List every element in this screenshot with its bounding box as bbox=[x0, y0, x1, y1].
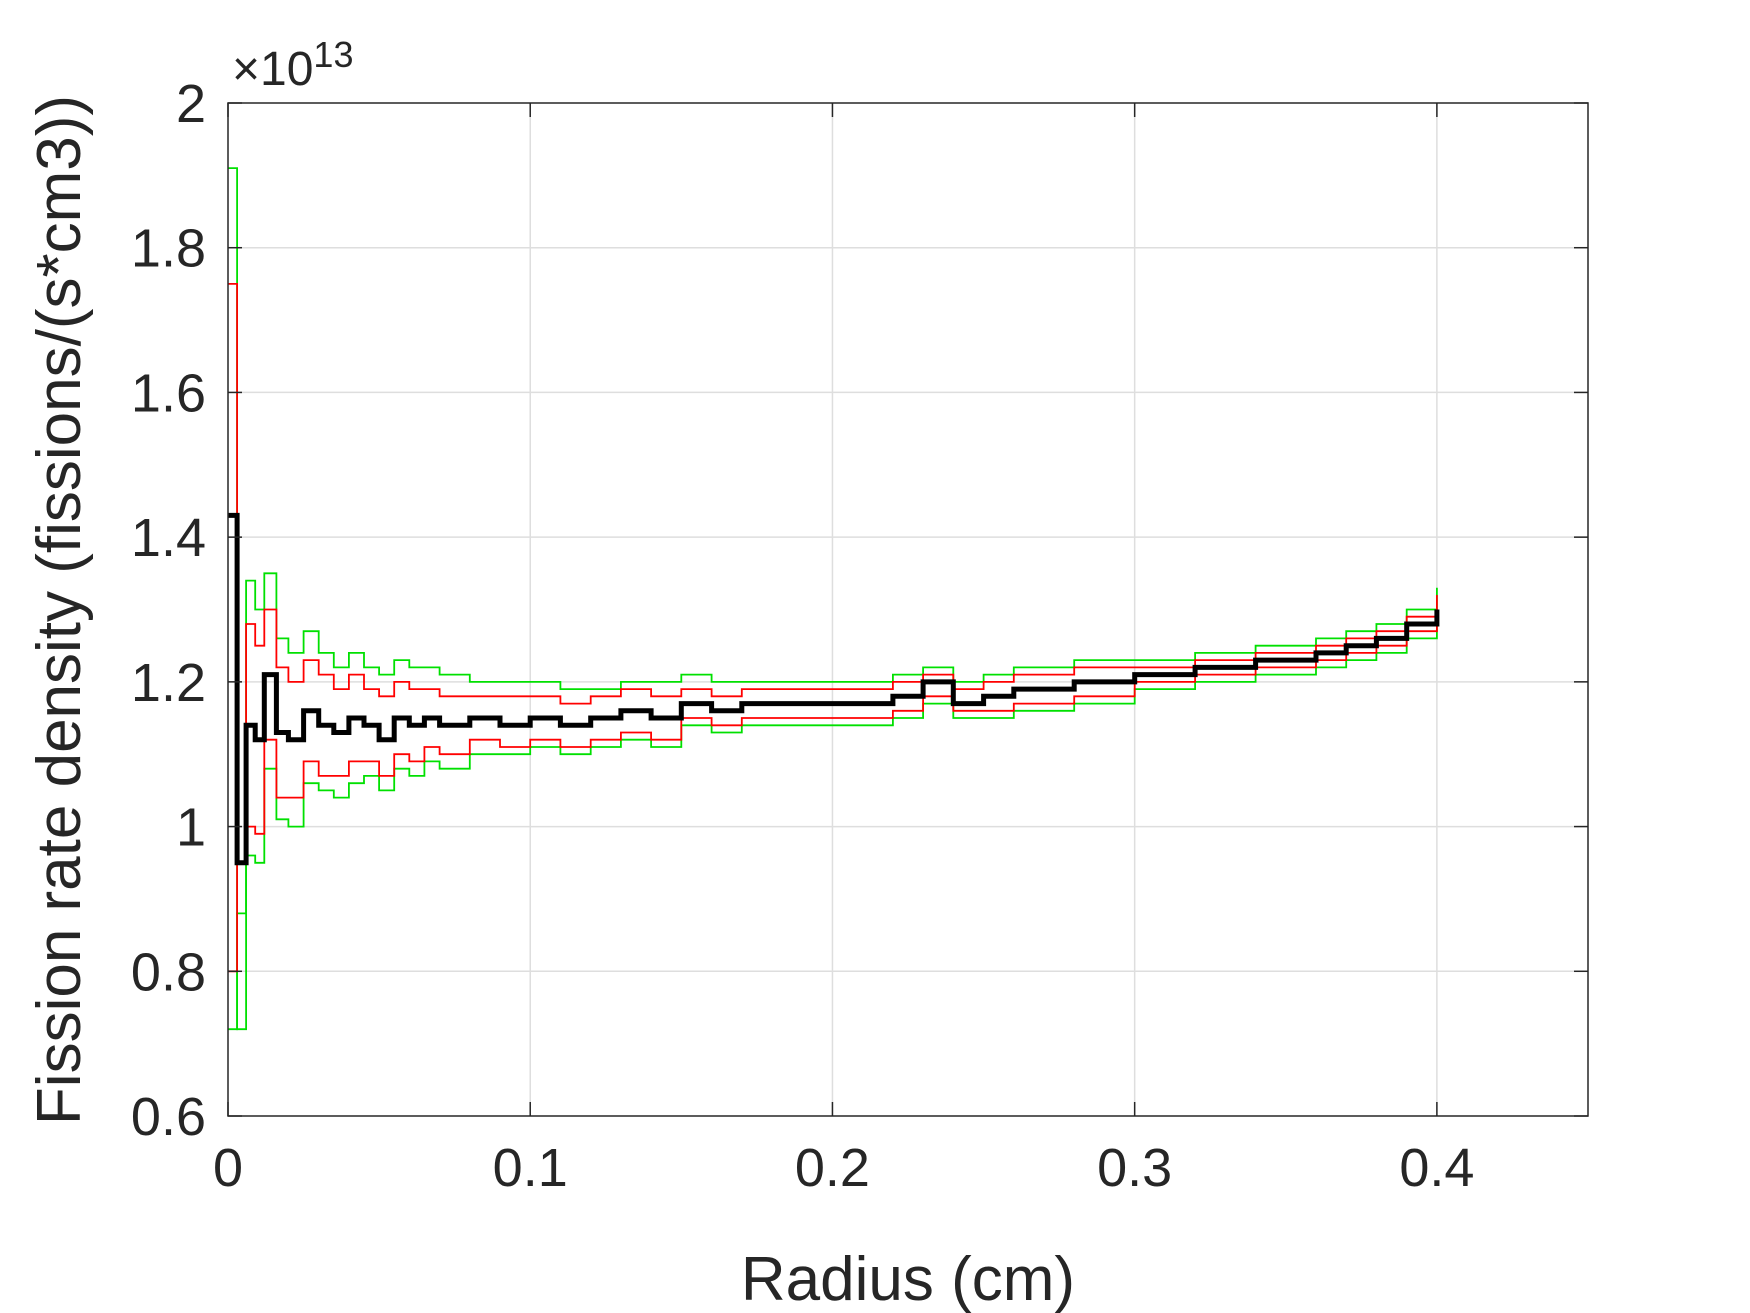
x-tick-label: 0.2 bbox=[795, 1138, 870, 1198]
tick-marks bbox=[227, 102, 1588, 1117]
y-exponent-base: ×10 bbox=[232, 43, 313, 96]
x-tick-label: 0 bbox=[213, 1138, 243, 1198]
plot-frame bbox=[227, 102, 1589, 1117]
y-axis-label: Fission rate density (fissions/(s*cm3)) bbox=[25, 95, 94, 1125]
x-tick-label: 0.3 bbox=[1097, 1138, 1172, 1198]
y-tick-label: 1.2 bbox=[131, 653, 206, 713]
y-exponent-power: 13 bbox=[313, 34, 353, 75]
series-line-1 bbox=[228, 283, 1438, 864]
y-tick-label: 0.8 bbox=[131, 942, 206, 1002]
x-tick-label: 0.4 bbox=[1399, 1138, 1474, 1198]
series-line-4 bbox=[228, 624, 1438, 1031]
y-tick-label: 1.4 bbox=[131, 508, 206, 568]
x-tick-label: 0.1 bbox=[493, 1138, 568, 1198]
y-exponent-label: ×1013 bbox=[232, 34, 353, 96]
tick-labels: 0 0.1 0.2 0.3 0.4 0.6 0.8 1 1.2 1.4 1.6 1.8 2 bbox=[131, 74, 1475, 1198]
y-tick-label: 1 bbox=[176, 798, 206, 858]
series-line-0 bbox=[228, 512, 1440, 866]
grid bbox=[228, 103, 1588, 1116]
x-axis-label: Radius (cm) bbox=[741, 1245, 1075, 1313]
series-group bbox=[228, 167, 1440, 1031]
plot-background bbox=[228, 103, 1588, 1116]
y-tick-label: 1.8 bbox=[131, 219, 206, 279]
y-tick-label: 0.6 bbox=[131, 1087, 206, 1147]
series-line-3 bbox=[228, 167, 1438, 1031]
y-tick-label: 1.6 bbox=[131, 363, 206, 423]
y-tick-label: 2 bbox=[176, 74, 206, 134]
